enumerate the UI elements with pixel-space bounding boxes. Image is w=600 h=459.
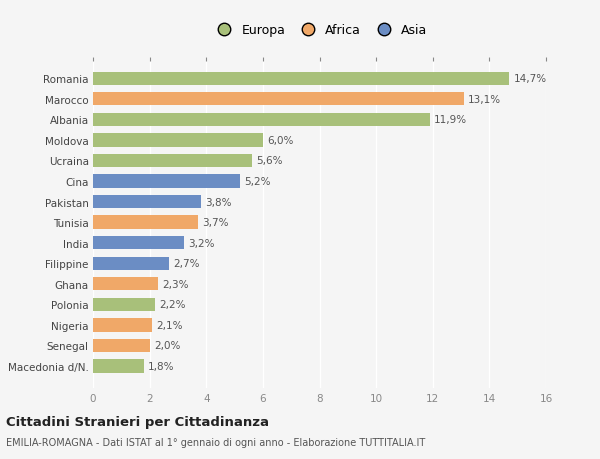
- Text: 1,8%: 1,8%: [148, 361, 175, 371]
- Bar: [93, 196, 200, 209]
- Bar: [93, 257, 169, 270]
- Text: 2,3%: 2,3%: [163, 279, 189, 289]
- Text: 3,7%: 3,7%: [202, 218, 229, 228]
- Legend: Europa, Africa, Asia: Europa, Africa, Asia: [208, 21, 431, 41]
- Bar: [93, 113, 430, 127]
- Text: 13,1%: 13,1%: [468, 95, 501, 105]
- Text: 11,9%: 11,9%: [434, 115, 467, 125]
- Bar: [93, 175, 240, 188]
- Text: EMILIA-ROMAGNA - Dati ISTAT al 1° gennaio di ogni anno - Elaborazione TUTTITALIA: EMILIA-ROMAGNA - Dati ISTAT al 1° gennai…: [6, 437, 425, 447]
- Bar: [93, 216, 198, 230]
- Text: 2,1%: 2,1%: [157, 320, 183, 330]
- Bar: [93, 73, 509, 86]
- Bar: [93, 278, 158, 291]
- Text: 5,6%: 5,6%: [256, 156, 282, 166]
- Bar: [93, 298, 155, 311]
- Text: 2,0%: 2,0%: [154, 341, 180, 351]
- Text: 2,2%: 2,2%: [160, 300, 186, 310]
- Bar: [93, 154, 251, 168]
- Text: 14,7%: 14,7%: [514, 74, 547, 84]
- Bar: [93, 134, 263, 147]
- Text: Cittadini Stranieri per Cittadinanza: Cittadini Stranieri per Cittadinanza: [6, 415, 269, 428]
- Bar: [93, 359, 144, 373]
- Text: 5,2%: 5,2%: [244, 177, 271, 187]
- Text: 3,8%: 3,8%: [205, 197, 232, 207]
- Text: 3,2%: 3,2%: [188, 238, 214, 248]
- Text: 6,0%: 6,0%: [267, 135, 293, 146]
- Bar: [93, 339, 149, 353]
- Bar: [93, 93, 464, 106]
- Bar: [93, 236, 184, 250]
- Bar: [93, 319, 152, 332]
- Text: 2,7%: 2,7%: [173, 258, 200, 269]
